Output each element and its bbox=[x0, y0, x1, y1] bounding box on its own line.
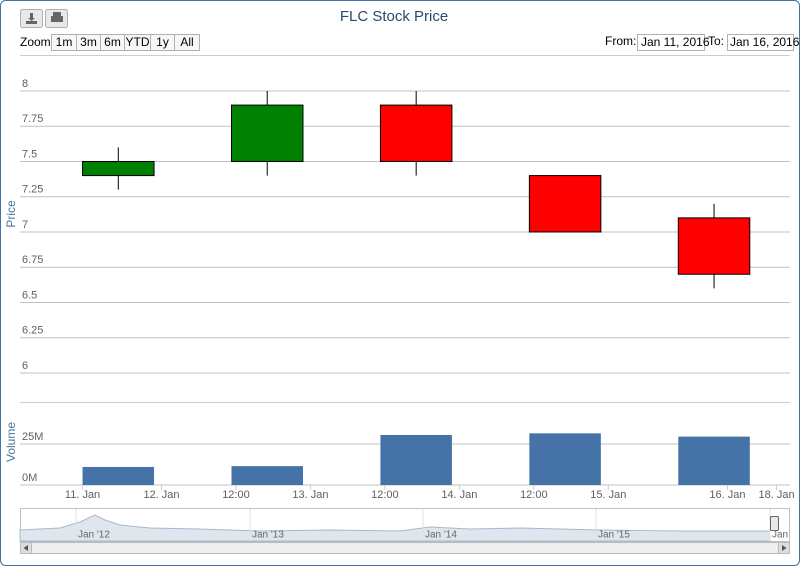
to-label: To: bbox=[708, 34, 724, 48]
range-button-box bbox=[174, 34, 200, 51]
x-tick-label: 12:00 bbox=[520, 489, 548, 501]
navigator-series bbox=[19, 514, 771, 542]
y-tick-label: 6 bbox=[22, 360, 28, 372]
x-tick-label: 12:00 bbox=[222, 489, 250, 501]
y-tick-label: 25M bbox=[22, 431, 43, 443]
range-button-label: 1m bbox=[56, 35, 73, 49]
navigator: Jan '12 Jan '13 Jan '14 Jan '15 Jan '16 bbox=[19, 508, 800, 554]
candle-body bbox=[230, 104, 304, 162]
x-tick-label: 14. Jan bbox=[441, 489, 477, 501]
range-button-label: 1y bbox=[156, 35, 169, 49]
scrollbar[interactable] bbox=[20, 542, 790, 554]
range-button-label: 3m bbox=[80, 35, 97, 49]
y-tick-label: 6.75 bbox=[22, 254, 43, 266]
range-button[interactable]: 1y bbox=[150, 34, 175, 51]
range-button-label: YTD bbox=[126, 35, 150, 49]
from-date: Jan 11, 2016 bbox=[641, 35, 710, 49]
print-button[interactable] bbox=[45, 9, 68, 28]
navigator-label: Jan '13 bbox=[252, 530, 284, 541]
from-input[interactable] bbox=[637, 34, 705, 51]
x-tick-label: 12. Jan bbox=[143, 489, 179, 501]
navigator-label: Jan '15 bbox=[598, 530, 630, 541]
range-button-label: All bbox=[180, 35, 193, 49]
x-tick-label: 11. Jan bbox=[65, 489, 100, 501]
x-tick-label: 12:00 bbox=[371, 489, 399, 501]
range-button[interactable]: 6m bbox=[100, 34, 125, 51]
navigator-label: Jan '14 bbox=[425, 530, 457, 541]
to-input[interactable] bbox=[727, 34, 794, 51]
y-tick-label: 7.25 bbox=[22, 184, 43, 196]
range-button[interactable]: All bbox=[174, 34, 200, 51]
range-button[interactable]: 1m bbox=[51, 34, 77, 51]
y-tick-label: 6.5 bbox=[22, 289, 37, 301]
chart-title: FLC Stock Price bbox=[340, 8, 448, 25]
candle-body bbox=[82, 160, 155, 177]
y-tick-label: 7.5 bbox=[22, 148, 37, 160]
range-button-label: 6m bbox=[104, 35, 121, 49]
volume-bar bbox=[678, 436, 750, 485]
volume-bar bbox=[82, 466, 155, 485]
x-tick-label: 18. Jan bbox=[759, 489, 795, 501]
volume-bar bbox=[380, 434, 452, 485]
export-button[interactable] bbox=[20, 9, 43, 28]
to-date: Jan 16, 2016 bbox=[730, 35, 800, 49]
y-axis-title: Volume bbox=[4, 422, 18, 462]
x-tick-label: 15. Jan bbox=[590, 489, 626, 501]
y-axis-title: Price bbox=[4, 200, 18, 228]
candle-body bbox=[379, 104, 453, 162]
from-label: From: bbox=[605, 34, 636, 48]
navigator-label: Jan '12 bbox=[78, 530, 110, 541]
candle-body bbox=[677, 217, 751, 275]
y-tick-label: 7 bbox=[22, 219, 28, 231]
range-button[interactable]: YTD bbox=[124, 34, 151, 51]
x-tick-label: 16. Jan bbox=[709, 489, 745, 501]
volume-bar bbox=[529, 433, 601, 485]
y-tick-label: 8 bbox=[22, 78, 28, 90]
y-tick-label: 0M bbox=[22, 472, 37, 484]
navigator-handle[interactable] bbox=[770, 516, 779, 531]
zoom-label: Zoom bbox=[20, 35, 51, 49]
candle-body bbox=[528, 175, 602, 233]
volume-bar bbox=[231, 466, 303, 485]
range-button[interactable]: 3m bbox=[76, 34, 101, 51]
navigator-label: Jan '16 bbox=[772, 530, 800, 541]
x-tick-label: 13. Jan bbox=[292, 489, 328, 501]
y-tick-label: 6.25 bbox=[22, 325, 43, 337]
y-tick-label: 7.75 bbox=[22, 113, 43, 125]
